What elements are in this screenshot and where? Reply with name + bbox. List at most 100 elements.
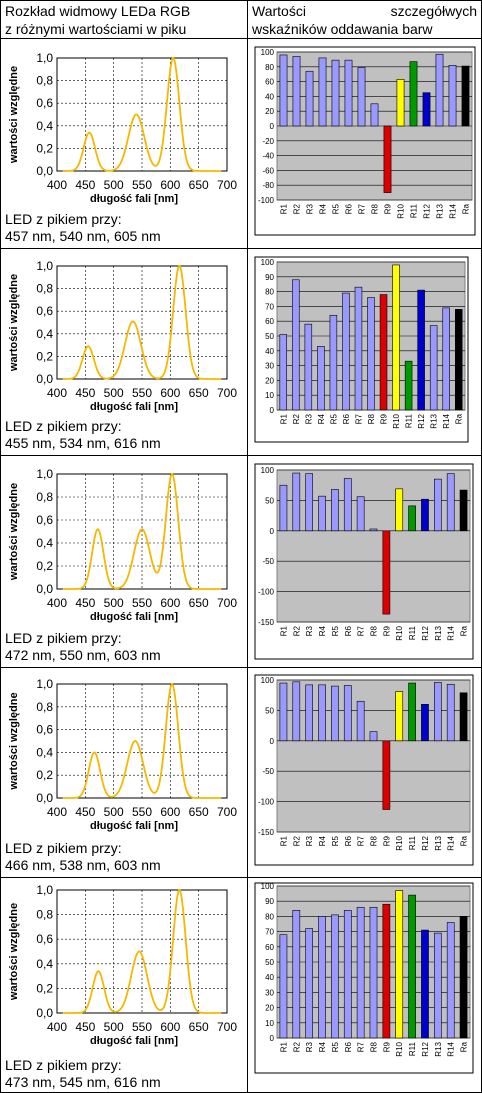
bar-R5: [331, 685, 339, 742]
x-axis-label: długość fali [nm]: [90, 611, 178, 623]
x-tick-label: R10: [395, 1041, 404, 1056]
spectrum-line: [62, 472, 222, 590]
bar-R9: [383, 125, 392, 193]
bar-R10: [395, 691, 404, 742]
bar-R11: [409, 61, 418, 127]
y-tick-label: 10: [265, 1019, 274, 1028]
y-axis-label: wartości względne: [8, 274, 20, 372]
y-tick-label: 80: [265, 288, 274, 297]
caption-row-1: LED z pikiem przy: 457 nm, 540 nm, 605 n…: [5, 211, 161, 245]
x-tick-label: R10: [395, 835, 404, 850]
bar-R11: [408, 682, 416, 742]
x-tick-label: 650: [189, 596, 209, 610]
bar-R12: [421, 704, 429, 742]
bar-R6: [343, 910, 352, 1039]
caption-row-3-line2: 472 nm, 550 nm, 603 nm: [5, 647, 161, 663]
bar-R2: [292, 472, 301, 532]
x-tick-label: R14: [447, 835, 456, 850]
right-header-line2: wskaźników oddawania barw: [252, 21, 433, 37]
x-tick-label: R7: [357, 625, 366, 636]
bar-R1: [279, 484, 288, 532]
x-tick-label: 400: [47, 178, 67, 192]
caption-row-2-line1: LED z pikiem przy:: [5, 418, 122, 434]
y-tick-label: 90: [265, 273, 274, 282]
y-tick-label: 0,2: [36, 981, 53, 995]
x-tick-label: R11: [405, 413, 414, 428]
y-tick-label: 0,8: [36, 908, 53, 922]
y-tick-label: 30: [265, 988, 274, 997]
x-tick-label: R11: [408, 1041, 417, 1056]
y-tick-label: 0,4: [36, 745, 53, 759]
x-tick-label: R2: [292, 1041, 301, 1052]
left-header: Rozkład widmowy LEDa RGB z różnymi warto…: [5, 2, 243, 38]
bar-R9: [382, 740, 391, 810]
caption-row-1-line2: 457 nm, 540 nm, 605 nm: [5, 228, 161, 244]
bar-R14: [446, 473, 455, 532]
x-tick-label: R5: [331, 625, 340, 636]
bar-R14: [446, 683, 455, 742]
bar-R11: [404, 360, 413, 411]
x-tick-label: 550: [132, 596, 152, 610]
x-tick-label: 600: [160, 386, 180, 400]
y-tick-label: 0,2: [36, 768, 53, 782]
bar-R13: [433, 478, 442, 532]
bar-R5: [331, 914, 339, 1039]
x-axis-label: długość fali [nm]: [90, 1035, 178, 1047]
y-tick-label: 0,2: [36, 559, 53, 573]
bar-R12: [421, 929, 429, 1039]
x-tick-label: Ra: [460, 835, 469, 846]
x-tick-label: R6: [344, 835, 353, 846]
y-axis-label: wartości względne: [8, 483, 20, 581]
bar-R4: [318, 684, 326, 742]
x-tick-label: 450: [75, 178, 95, 192]
x-tick-label: R1: [279, 1041, 288, 1052]
y-tick-label: 0,6: [36, 96, 53, 110]
spectrum-chart-3: 0,0 0,2 0,4 0,6 0,8 1,0 400 450 500 550 600 650 700 d…: [8, 467, 237, 623]
x-tick-label: R9: [382, 835, 391, 846]
x-tick-label: R12: [421, 1041, 430, 1056]
bar-R4: [318, 495, 326, 532]
y-tick-label: 50: [265, 958, 274, 967]
x-tick-label: 650: [189, 178, 209, 192]
y-tick-label: 1,0: [36, 51, 53, 65]
x-tick-label: 600: [160, 178, 180, 192]
x-tick-label: 500: [104, 596, 124, 610]
bar-R2: [292, 681, 301, 742]
y-tick-label: 0,0: [36, 372, 53, 386]
bar-R4: [317, 346, 325, 411]
y-tick-label: 70: [265, 928, 274, 937]
bar-R3: [305, 473, 314, 532]
x-tick-label: R3: [305, 1041, 314, 1052]
caption-row-2: LED z pikiem przy: 455 nm, 534 nm, 616 n…: [5, 418, 161, 452]
x-tick-label: 600: [160, 596, 180, 610]
y-axis-label: wartości względne: [8, 692, 20, 790]
x-tick-label: 400: [47, 1020, 67, 1034]
x-tick-label: Ra: [462, 203, 471, 214]
y-tick-label: -100: [258, 798, 275, 807]
x-tick-label: R4: [318, 1041, 327, 1052]
y-tick-label: 1,0: [36, 883, 53, 897]
y-tick-label: 40: [265, 347, 274, 356]
spectrum-chart-2: 0,0 0,2 0,4 0,6 0,8 1,0 400 450 500 550 600 650 700 d…: [8, 259, 237, 413]
y-tick-label: 0,8: [36, 490, 53, 504]
bar-R9: [382, 903, 391, 1039]
y-tick-label: -20: [262, 137, 274, 146]
x-tick-label: R7: [354, 413, 363, 424]
y-tick-label: -50: [262, 557, 274, 566]
x-tick-label: 450: [75, 805, 95, 819]
x-tick-label: 450: [75, 1020, 95, 1034]
x-tick-label: R7: [357, 1041, 366, 1052]
y-tick-label: 0,0: [36, 791, 53, 805]
y-tick-label: 0,4: [36, 327, 53, 341]
x-tick-label: R11: [408, 625, 417, 640]
bar-R1: [279, 334, 288, 411]
y-tick-label: 0,2: [36, 349, 53, 363]
x-tick-label: 700: [217, 178, 237, 192]
spectrum-line: [62, 264, 222, 380]
bar-R8: [367, 297, 375, 411]
x-tick-label: R2: [292, 413, 301, 424]
caption-row-3: LED z pikiem przy: 472 nm, 550 nm, 603 n…: [5, 630, 161, 664]
x-tick-label: R4: [318, 835, 327, 846]
x-tick-label: 650: [189, 805, 209, 819]
